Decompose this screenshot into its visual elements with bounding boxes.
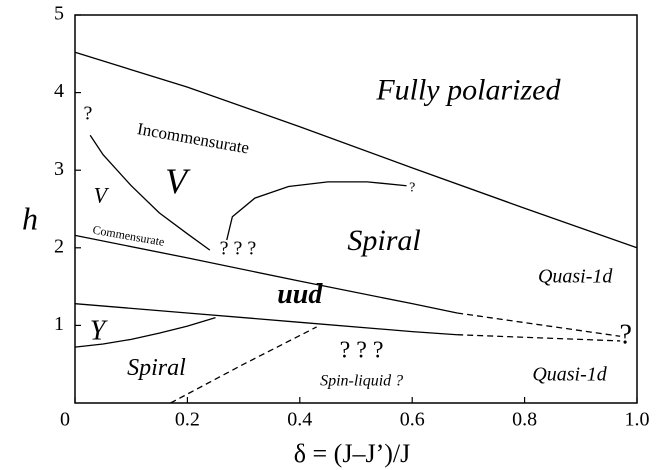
region-label: uud bbox=[277, 279, 323, 310]
phase-boundary bbox=[74, 303, 458, 336]
region-label: ? bbox=[620, 319, 632, 350]
region-label: Fully polarized bbox=[375, 73, 561, 106]
region-label: ? bbox=[409, 180, 415, 195]
y-tick-label: 4 bbox=[54, 80, 64, 102]
region-label: Spiral bbox=[347, 224, 420, 257]
plot-frame bbox=[74, 14, 638, 404]
region-label: ? bbox=[83, 103, 92, 125]
region-label: Quasi-1d bbox=[538, 266, 613, 288]
dashed-boundary bbox=[170, 326, 317, 404]
region-label: Incommensurate bbox=[136, 119, 251, 157]
y-tick-label: 2 bbox=[54, 235, 64, 257]
dashed-boundary bbox=[457, 312, 621, 337]
y-axis-label: h bbox=[22, 200, 38, 236]
x-tick-label: 0.8 bbox=[512, 409, 537, 431]
region-label: ? ? ? bbox=[340, 337, 384, 363]
region-label: V bbox=[94, 182, 110, 207]
x-tick-label: 0 bbox=[60, 409, 70, 431]
y-tick-label: 1 bbox=[54, 313, 64, 335]
y-tick-label: 3 bbox=[54, 158, 64, 180]
y-tick-label: 5 bbox=[54, 3, 64, 25]
region-label: ? ? ? bbox=[220, 238, 257, 260]
x-tick-label: 1.0 bbox=[625, 409, 650, 431]
region-label: Commensurate bbox=[92, 223, 166, 249]
dashed-boundary bbox=[457, 334, 621, 342]
region-label: Spiral bbox=[127, 355, 186, 381]
region-label: Spin-liquid ? bbox=[320, 373, 403, 390]
phase-boundary bbox=[74, 234, 458, 314]
phase-boundary bbox=[89, 134, 211, 251]
phase-boundary bbox=[74, 317, 216, 348]
phase-boundary bbox=[74, 51, 638, 249]
x-tick-label: 0.6 bbox=[400, 409, 425, 431]
x-axis-label: δ = (J–J’)/J bbox=[294, 439, 410, 468]
x-tick-label: 0.4 bbox=[287, 409, 312, 431]
region-label: Y bbox=[90, 316, 109, 347]
region-label: Quasi-1d bbox=[532, 363, 607, 385]
phase-boundary bbox=[226, 181, 407, 241]
region-label: V bbox=[165, 161, 191, 201]
x-tick-label: 0.2 bbox=[175, 409, 200, 431]
